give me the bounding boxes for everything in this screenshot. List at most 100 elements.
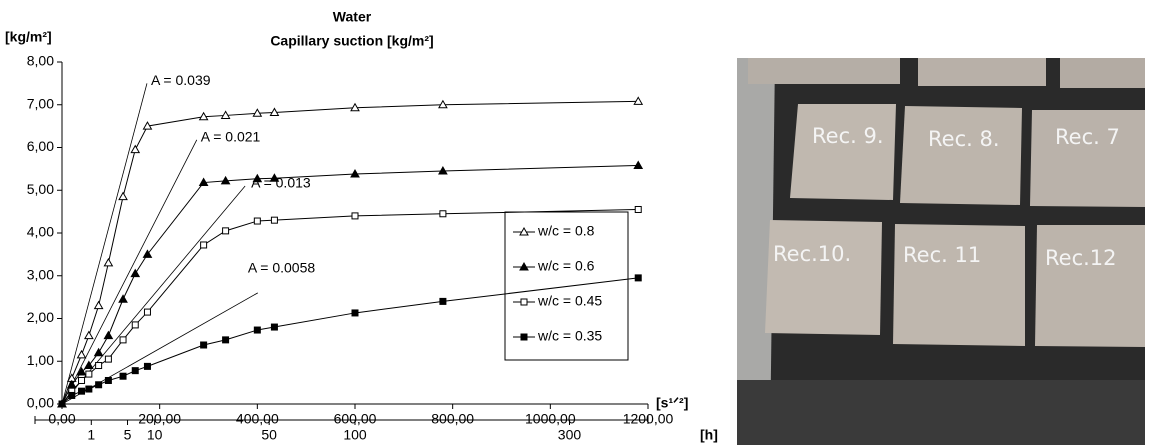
marker [438, 99, 448, 109]
x2-tick-label: 10 [147, 427, 163, 443]
marker [252, 108, 263, 117]
marker [520, 298, 528, 306]
fit-line [61, 292, 259, 405]
marker [351, 212, 359, 220]
x2-tick-label: 1 [87, 427, 95, 443]
marker [252, 173, 263, 183]
marker [438, 166, 448, 175]
marker [520, 333, 528, 341]
fit-line [61, 83, 148, 405]
series-line [61, 277, 639, 405]
marker [143, 308, 151, 316]
marker [78, 376, 86, 384]
x-tick-label: 600,00 [334, 411, 377, 427]
marker [93, 347, 104, 357]
x-axis-label: [s¹ᐟ²] [656, 395, 688, 411]
marker [85, 370, 93, 378]
marker [78, 387, 86, 395]
specimen [900, 106, 1022, 205]
marker [76, 349, 87, 359]
fit-label: A = 0.0058 [248, 260, 316, 276]
marker [93, 300, 104, 310]
series [57, 96, 644, 408]
marker [253, 326, 261, 334]
marker [118, 191, 128, 201]
marker [131, 321, 139, 329]
legend-label: w/c = 0.8 [537, 223, 595, 239]
specimen [790, 104, 896, 200]
y-tick-label: 3,00 [27, 266, 54, 282]
marker [142, 249, 153, 258]
marker [220, 110, 231, 119]
specimen-label: Rec.12 [1045, 246, 1117, 270]
marker [200, 241, 208, 249]
y-tick-label: 6,00 [27, 138, 54, 154]
marker [634, 274, 642, 282]
tray-wall [737, 58, 775, 445]
specimen [918, 58, 1046, 86]
marker [76, 366, 87, 376]
fit-line [61, 139, 198, 405]
specimen [765, 220, 882, 335]
y-tick-label: 8,00 [27, 53, 54, 69]
x-tick-label: 800,00 [431, 411, 474, 427]
marker [103, 330, 114, 340]
marker [83, 330, 94, 340]
specimen [748, 58, 900, 84]
legend-label: w/c = 0.6 [537, 258, 595, 274]
marker [350, 102, 360, 112]
specimen-label: Rec. 9. [812, 124, 884, 148]
marker [222, 227, 230, 235]
specimen-label: Rec. 7 [1055, 125, 1120, 149]
marker [119, 372, 127, 380]
x2-tick-label: 100 [343, 427, 367, 443]
x2-tick-label: 50 [261, 427, 277, 443]
marker [633, 96, 644, 105]
chart-title: Water [333, 9, 372, 25]
specimen [1060, 58, 1145, 88]
specimen-label: Rec.10. [773, 242, 851, 266]
marker [633, 160, 644, 169]
marker [269, 173, 280, 182]
marker [130, 144, 141, 154]
marker [142, 121, 153, 130]
marker [519, 226, 529, 236]
marker [350, 168, 360, 178]
marker [130, 268, 141, 278]
series-line [61, 100, 639, 405]
marker [143, 362, 151, 370]
series [58, 274, 642, 408]
marker [95, 381, 103, 389]
marker [200, 341, 208, 349]
marker [270, 323, 278, 331]
marker [103, 257, 114, 267]
x2-tick-label: 300 [558, 427, 582, 443]
marker [68, 391, 76, 399]
x-tick-label: 0,00 [48, 411, 75, 427]
marker [439, 297, 447, 305]
fit-label: A = 0.021 [201, 129, 261, 145]
marker [222, 336, 230, 344]
marker [104, 355, 112, 363]
x-tick-label: 200,00 [138, 411, 181, 427]
marker [220, 175, 231, 185]
chart-subtitle: Capillary suction [kg/m²] [270, 33, 433, 49]
marker [119, 336, 127, 344]
marker [198, 111, 209, 121]
marker [269, 107, 280, 116]
marker [95, 362, 103, 370]
legend-label: w/c = 0.35 [537, 328, 602, 344]
y-tick-label: 4,00 [27, 224, 54, 240]
marker [131, 367, 139, 375]
x-tick-label: 400,00 [236, 411, 279, 427]
series-line [61, 208, 639, 405]
marker [253, 217, 261, 225]
specimen [893, 224, 1025, 346]
specimen-label: Rec. 11 [903, 243, 981, 267]
marker [439, 210, 447, 218]
y-tick-label: 7,00 [27, 95, 54, 111]
specimen-label: Rec. 8. [928, 127, 1000, 151]
specimen [1035, 225, 1145, 347]
marker [270, 216, 278, 224]
